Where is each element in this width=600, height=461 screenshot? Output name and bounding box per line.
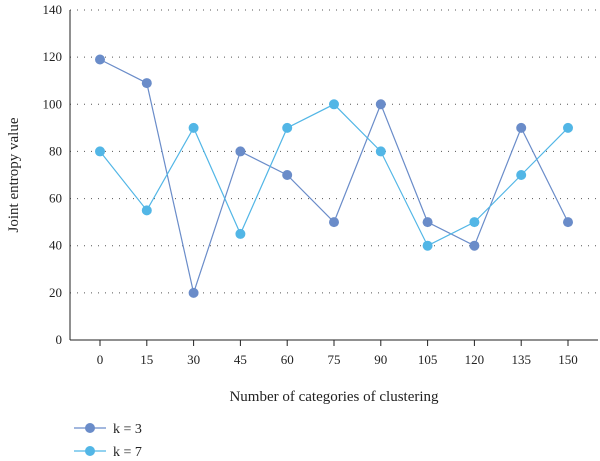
x-tick-label: 105 <box>418 352 438 367</box>
data-point <box>141 78 152 89</box>
y-tick-label: 60 <box>49 191 62 206</box>
x-tick-label: 135 <box>511 352 531 367</box>
data-point <box>375 99 386 110</box>
legend-marker <box>85 446 95 456</box>
data-point <box>516 170 527 180</box>
x-tick-label: 30 <box>187 352 200 367</box>
data-point <box>282 170 293 180</box>
x-tick-label: 75 <box>328 352 341 367</box>
data-point <box>516 122 527 133</box>
data-point <box>235 228 246 239</box>
data-point <box>95 146 105 157</box>
legend-label: k = 3 <box>113 422 142 437</box>
data-point <box>563 122 573 133</box>
data-point <box>188 122 199 133</box>
data-point <box>235 146 246 157</box>
x-tick-label: 0 <box>97 352 104 367</box>
data-point <box>422 217 433 228</box>
grid-lines <box>70 9 598 294</box>
data-point <box>469 217 480 228</box>
series-layer <box>95 54 573 298</box>
y-axis-title: Joint entropy value <box>6 117 22 232</box>
data-point <box>95 54 105 65</box>
y-tick-label: 140 <box>43 2 63 17</box>
axes <box>69 10 598 346</box>
legend: k = 3 k = 7 <box>74 422 142 460</box>
x-tick-label: 120 <box>465 352 485 367</box>
x-tick-label: 90 <box>374 352 387 367</box>
y-tick-label: 20 <box>49 285 62 300</box>
y-tick-label: 80 <box>49 143 62 158</box>
x-tick-label: 60 <box>281 352 294 367</box>
y-tick-label: 0 <box>56 332 63 347</box>
data-point <box>375 146 386 157</box>
series-line <box>99 58 569 296</box>
x-tick-label: 15 <box>140 352 153 367</box>
y-tick-label: 40 <box>49 238 62 253</box>
data-point <box>329 99 339 110</box>
y-tick-label: 120 <box>43 49 63 64</box>
data-point <box>422 240 433 251</box>
data-point <box>188 287 199 298</box>
x-axis-title: Number of categories of clustering <box>229 389 439 405</box>
data-point <box>563 217 573 228</box>
legend-marker <box>85 423 95 433</box>
data-point <box>469 240 480 251</box>
tick-labels: 0 20 40 60 80 100 120 140 0 15 30 45 60 75 90 105 120 135… <box>43 2 578 367</box>
data-point <box>329 217 339 228</box>
x-tick-label: 45 <box>234 352 247 367</box>
x-tick-label: 150 <box>558 352 578 367</box>
data-point <box>282 122 293 133</box>
legend-label: k = 7 <box>113 445 142 460</box>
y-tick-label: 100 <box>43 96 63 111</box>
data-point <box>141 205 152 216</box>
